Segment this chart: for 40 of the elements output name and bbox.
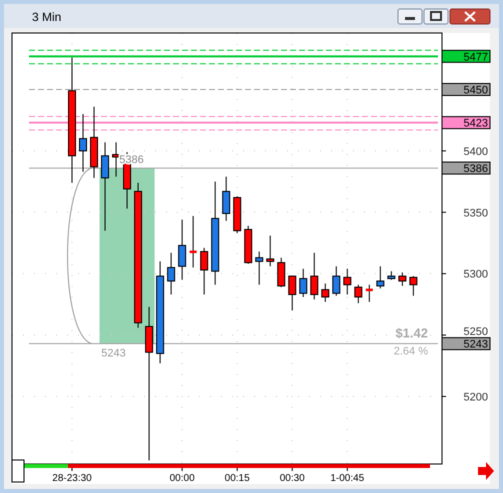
annotation: 2.64 % — [394, 346, 428, 358]
candlestick — [167, 252, 176, 296]
candlestick — [79, 114, 88, 172]
x-tick-label: 00:30 — [280, 473, 306, 484]
ref-line-label: 5450 — [464, 84, 488, 96]
candlestick — [200, 247, 208, 296]
annotation: 5243 — [101, 348, 126, 360]
x-tick-label: 1-00:45 — [330, 473, 365, 484]
candlestick — [178, 219, 186, 280]
candlestick — [190, 215, 197, 268]
candlestick — [299, 268, 308, 298]
candlestick — [101, 142, 110, 232]
x-tick-label: 00:00 — [170, 473, 196, 484]
chart-title: 3 Min — [32, 10, 62, 24]
candlestick — [332, 266, 340, 296]
annotation: $1.42 — [395, 326, 428, 341]
ref-line-label: 5423 — [464, 118, 488, 130]
candlestick — [354, 284, 362, 304]
candlestick — [310, 252, 318, 300]
y-tick-label: 5200 — [464, 391, 488, 404]
x-tick-label: 28-23:30 — [52, 473, 92, 484]
x-tick-label: 00:15 — [224, 473, 250, 484]
candlestick — [266, 235, 274, 267]
candlestick — [409, 276, 418, 296]
y-tick-label: 5250 — [464, 326, 488, 338]
candlestick — [288, 276, 296, 312]
candlestick — [255, 251, 264, 286]
y-tick-label: 5400 — [464, 146, 488, 158]
y-tick-label: 5300 — [464, 268, 488, 281]
y-tick-label: 5350 — [464, 207, 488, 220]
candlestick — [343, 268, 352, 296]
ref-line-label: 5477 — [464, 51, 488, 64]
candlestick — [222, 176, 230, 222]
candlestick — [398, 272, 406, 286]
candlestick — [321, 282, 330, 302]
ref-line-label: 5243 — [464, 338, 488, 351]
candlestick — [366, 284, 373, 302]
ref-line-label: 5386 — [464, 163, 488, 176]
candlestick — [376, 266, 384, 289]
candlestick — [277, 257, 286, 288]
